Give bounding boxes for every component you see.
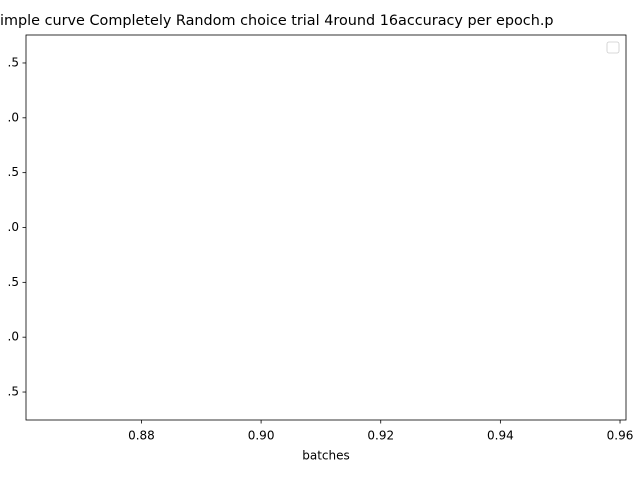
x-tick-label: 0.92 bbox=[367, 429, 394, 443]
y-tick-label: .5 bbox=[8, 275, 19, 289]
x-tick-label: 0.90 bbox=[248, 429, 275, 443]
y-tick-label: .5 bbox=[8, 55, 19, 69]
axes-frame bbox=[25, 34, 627, 421]
y-tick-label: .0 bbox=[8, 330, 19, 344]
legend-box bbox=[606, 41, 620, 54]
x-axis-label: batches bbox=[302, 449, 350, 463]
x-tick-label: 0.96 bbox=[607, 429, 634, 443]
x-tick-label: 0.94 bbox=[487, 429, 514, 443]
x-tick-label: 0.88 bbox=[128, 429, 155, 443]
y-tick-label: .5 bbox=[8, 385, 19, 399]
y-tick-label: .5 bbox=[8, 165, 19, 179]
y-tick-label: .0 bbox=[8, 110, 19, 124]
y-tick-label: .0 bbox=[8, 220, 19, 234]
chart-title: imple curve Completely Random choice tri… bbox=[0, 13, 554, 29]
